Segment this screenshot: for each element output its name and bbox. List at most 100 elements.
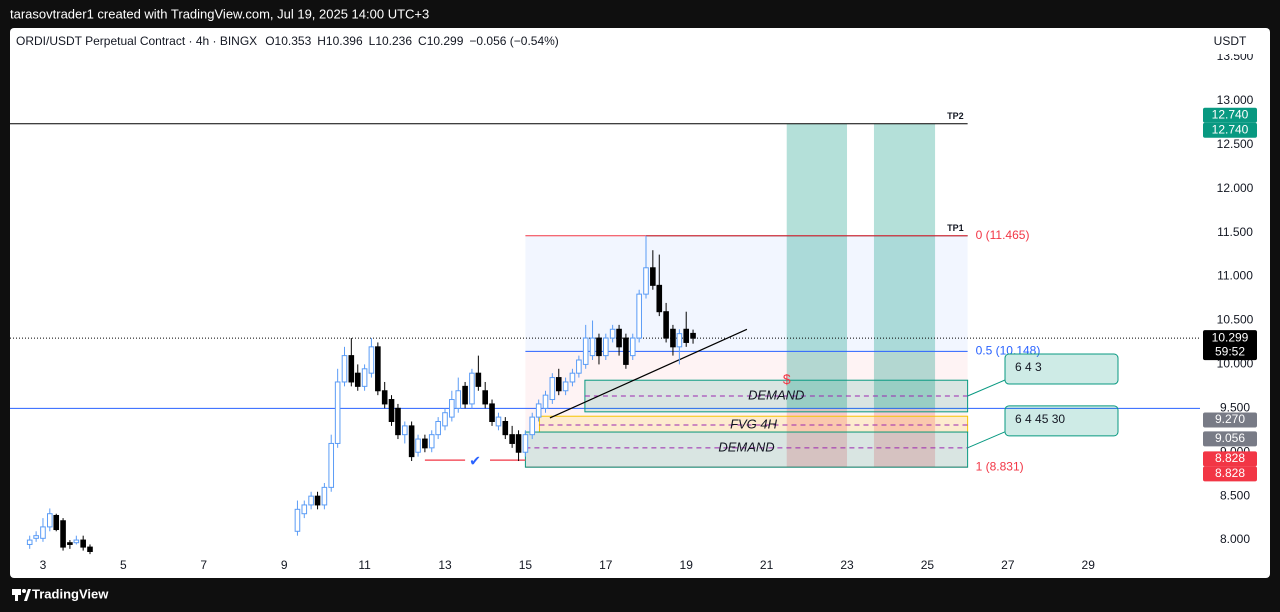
candle-body [623, 337, 629, 365]
candle-body [676, 333, 683, 348]
candle-body [643, 267, 649, 295]
y-tick-label: 10.500 [1217, 313, 1254, 327]
candle-body [334, 381, 341, 444]
fib-fill [525, 235, 968, 352]
x-tick-label: 25 [921, 558, 935, 572]
x-tick-label: 3 [40, 558, 47, 572]
candle-body [589, 337, 596, 357]
candle-body [576, 359, 582, 374]
candle-body [683, 328, 690, 343]
candle-body [616, 328, 622, 348]
position-stop [786, 408, 848, 468]
candle-body [294, 508, 301, 532]
callout-pointer [967, 379, 1006, 397]
price-label: 12.740 [1212, 122, 1249, 136]
price-label: 8.828 [1215, 466, 1245, 480]
price-label-box [1203, 107, 1257, 123]
candle-body [73, 539, 80, 544]
callout-box [1004, 353, 1119, 385]
candle-body [368, 346, 375, 374]
candle-body [53, 514, 60, 531]
candle-body [301, 504, 308, 515]
legend-key: H [317, 34, 326, 48]
candle-body [515, 434, 522, 453]
candle-body [522, 434, 529, 453]
candle-body [354, 372, 361, 387]
annotation: ✔ [469, 453, 481, 469]
price-label: 9.270 [1215, 412, 1245, 426]
candle-body [656, 284, 663, 313]
candle-body [609, 328, 616, 339]
line-label: TP1 [947, 223, 964, 233]
candle-body [341, 355, 348, 383]
price-label-box [1203, 466, 1257, 482]
y-tick-label: 13.000 [1217, 93, 1254, 107]
candle-body [535, 403, 542, 418]
candle-body [388, 399, 395, 422]
candle-body [80, 539, 86, 548]
candle-body [555, 377, 562, 392]
legend: ORDI/USDT Perpetual Contract · 4h · BING… [16, 34, 559, 48]
candle-body [650, 267, 656, 286]
x-tick-label: 15 [519, 558, 533, 572]
price-label-box [1203, 122, 1257, 138]
candle-body [549, 377, 556, 401]
legend-key: C [418, 34, 427, 48]
position-target [786, 123, 848, 409]
callout-text: 6 4 45 30 [1015, 412, 1065, 426]
candle-body [47, 513, 53, 528]
candle-body [87, 546, 93, 552]
x-tick-label: 27 [1001, 558, 1015, 572]
candle-body [308, 495, 314, 506]
y-tick-label: 11.000 [1217, 269, 1253, 283]
candle-body [415, 438, 421, 453]
y-tick-label: 12.000 [1217, 181, 1254, 195]
y-tick-label: 9.500 [1220, 400, 1250, 414]
candle-body [596, 337, 602, 357]
y-tick-label: 8.000 [1220, 532, 1250, 546]
price-label-box [1203, 412, 1257, 428]
candle-body [428, 434, 435, 449]
candle-body [482, 390, 488, 405]
candle-body [375, 346, 381, 392]
annotation: $ [783, 371, 791, 387]
candle-body [422, 438, 428, 449]
candle-body [321, 486, 328, 506]
zone-label: DEMAND [748, 387, 804, 402]
brand: TradingView [32, 586, 109, 601]
candle-body [670, 328, 676, 348]
legend-key: O [265, 34, 274, 48]
candle-body [462, 385, 468, 405]
fib-label: 0 (11.465) [976, 228, 1030, 242]
candle-body [435, 420, 441, 436]
last-price-box [1203, 330, 1257, 361]
candle-body [502, 420, 509, 436]
candle-body [582, 337, 589, 365]
y-tick-label: 12.500 [1217, 137, 1254, 151]
candle-body [509, 434, 515, 444]
currency: USDT [1214, 34, 1247, 48]
x-tick-label: 7 [200, 558, 207, 572]
logo-part [15, 589, 18, 601]
candle-body [663, 311, 669, 339]
candle-body [40, 526, 46, 539]
price-label: 8.828 [1215, 451, 1245, 465]
y-tick-label: 11.500 [1217, 225, 1253, 239]
candle-body [603, 337, 609, 357]
x-tick-label: 9 [281, 558, 288, 572]
candle-body [442, 412, 448, 427]
last-price: 10.299 [1212, 330, 1249, 344]
candle-body [529, 416, 536, 436]
callout-box [1004, 405, 1119, 437]
candle-body [495, 416, 502, 427]
candle-body [328, 442, 335, 488]
legend-value: 10.396 [326, 34, 363, 48]
symbol-title: ORDI/USDT Perpetual Contract · 4h · BING… [16, 34, 257, 48]
candle-body [348, 355, 355, 383]
countdown: 59:52 [1215, 344, 1245, 358]
candle-body [455, 390, 462, 409]
candle-body [381, 390, 388, 405]
x-tick-label: 13 [438, 558, 452, 572]
